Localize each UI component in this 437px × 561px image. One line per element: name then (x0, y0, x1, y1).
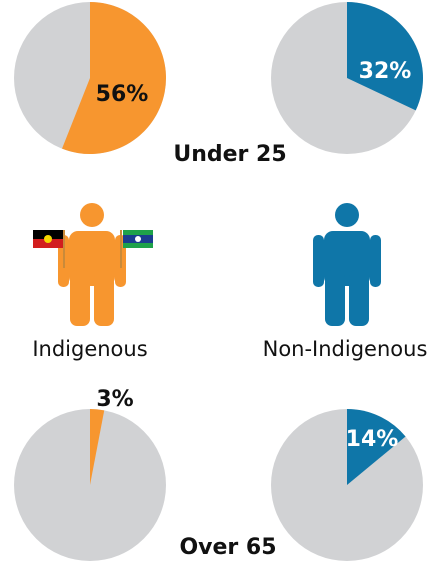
person-indigenous (58, 203, 126, 326)
value-label: 14% (346, 427, 399, 452)
pie-slice (62, 2, 166, 154)
group-label: Non-Indigenous (263, 337, 428, 361)
pie-slice (347, 409, 406, 485)
row-title: Under 25 (173, 142, 286, 167)
row-title: Over 65 (179, 535, 276, 560)
value-label: 56% (96, 82, 149, 107)
person-non-indigenous (313, 203, 381, 326)
pie-slice (90, 409, 105, 485)
aboriginal-flag (33, 230, 65, 268)
value-label: 3% (96, 387, 133, 412)
group-label: Indigenous (32, 337, 147, 361)
value-label: 32% (359, 59, 412, 84)
torres-strait-flag (120, 230, 153, 268)
pie-slice (347, 2, 423, 111)
